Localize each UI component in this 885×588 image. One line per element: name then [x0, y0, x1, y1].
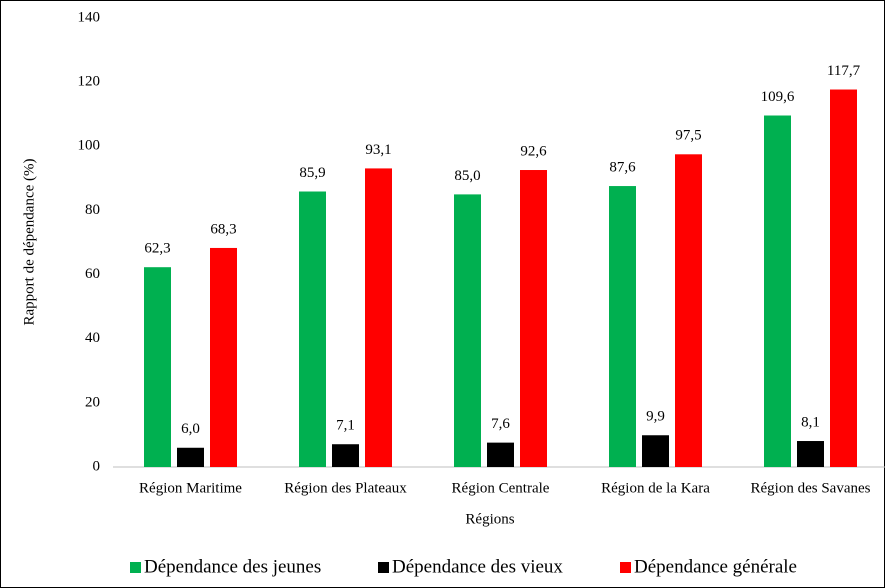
legend-label: Dépendance générale [634, 556, 797, 577]
y-tick-label: 120 [78, 74, 101, 90]
data-label: 87,6 [609, 159, 636, 175]
bar [487, 442, 514, 467]
bar [144, 267, 171, 467]
data-label: 8,1 [801, 414, 820, 430]
bar [797, 441, 824, 467]
data-label: 117,7 [827, 63, 861, 79]
bar [332, 444, 359, 467]
y-tick-label: 20 [85, 394, 100, 410]
legend-swatch [378, 562, 389, 573]
bar [210, 247, 237, 467]
bar [830, 89, 857, 467]
bar [764, 115, 791, 468]
data-label: 62,3 [144, 241, 170, 257]
x-tick-label: Région Centrale [452, 480, 550, 496]
bar [299, 191, 326, 468]
data-label: 7,6 [491, 416, 510, 432]
y-tick-label: 40 [85, 330, 100, 346]
data-label: 68,3 [210, 221, 236, 237]
y-axis-label: Rapport de dépendance (%) [21, 158, 37, 325]
legend-swatch [130, 562, 141, 573]
bar [675, 154, 702, 467]
x-axis-label: Régions [465, 511, 514, 527]
data-label: 92,6 [520, 143, 547, 159]
x-tick-label: Région des Plateaux [284, 480, 407, 496]
data-label: 85,0 [454, 168, 480, 184]
legend-label: Dépendance des jeunes [144, 556, 321, 577]
legend-swatch [620, 562, 631, 573]
y-tick-label: 140 [78, 9, 101, 25]
data-label: 9,9 [646, 409, 665, 425]
bar [520, 170, 547, 468]
bar [177, 447, 204, 467]
bar [454, 194, 481, 467]
data-label: 85,9 [299, 165, 325, 181]
legend-label: Dépendance des vieux [392, 556, 563, 577]
data-label: 93,1 [365, 142, 391, 158]
x-tick-label: Région Maritime [139, 480, 242, 496]
data-label: 109,6 [761, 89, 795, 105]
data-label: 97,5 [675, 128, 701, 144]
y-tick-label: 100 [78, 138, 101, 154]
data-label: 7,1 [336, 418, 355, 434]
y-tick-label: 0 [93, 458, 101, 474]
y-tick-label: 60 [85, 266, 100, 282]
y-tick-label: 80 [85, 202, 100, 218]
bar [642, 435, 669, 467]
data-label: 6,0 [181, 421, 200, 437]
x-tick-label: Région de la Kara [601, 480, 710, 496]
bar [609, 186, 636, 467]
x-tick-label: Région des Savanes [751, 480, 871, 496]
bar [365, 168, 392, 468]
